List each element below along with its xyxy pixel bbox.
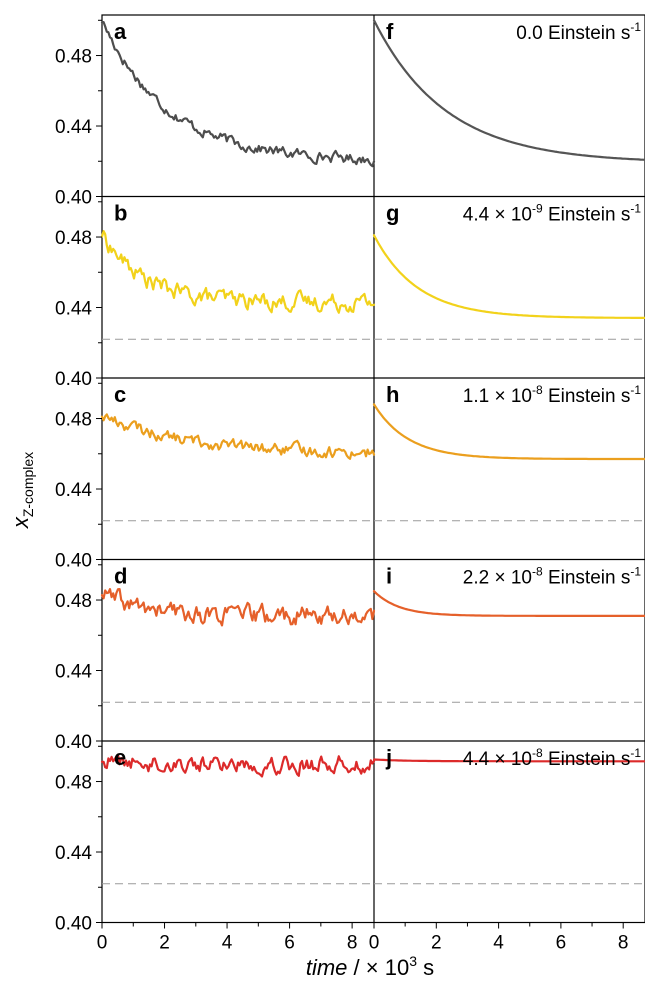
intensity-value: 4.4 × 10 xyxy=(463,749,532,770)
y-tick-label: 0.40 xyxy=(55,732,92,753)
x-axis-label-unit: s xyxy=(417,955,434,980)
series-line-e xyxy=(100,753,376,778)
y-tick-label: 0.48 xyxy=(55,773,92,794)
y-tick-label: 0.48 xyxy=(55,228,92,249)
x-axis-label-text: / × 10 xyxy=(347,955,409,980)
intensity-label-g: 4.4 × 10-9 Einstein s-1 xyxy=(463,202,642,226)
panel-letter-f: f xyxy=(386,19,394,44)
intensity-exponent: -9 xyxy=(532,202,543,216)
series-line-h xyxy=(372,403,645,461)
series-line-g xyxy=(372,234,645,319)
series-lines xyxy=(100,19,645,778)
x-tick-label: 2 xyxy=(159,933,170,954)
x-axis-label-variable: time xyxy=(306,955,348,980)
x-tick-label: 8 xyxy=(347,933,358,954)
panel-letter-h: h xyxy=(386,382,399,407)
intensity-unit-exponent: -1 xyxy=(630,20,641,34)
panel-letter-a: a xyxy=(114,19,127,44)
y-axis-label-main: x xyxy=(8,516,33,529)
y-tick-label: 0.40 xyxy=(55,551,92,572)
intensity-value: 1.1 × 10 xyxy=(463,386,532,407)
x-tick-label: 8 xyxy=(618,933,629,954)
y-tick-label: 0.40 xyxy=(55,369,92,390)
y-tick-label: 0.44 xyxy=(55,662,92,683)
intensity-label-h: 1.1 × 10-8 Einstein s-1 xyxy=(463,383,642,407)
x-tick-label: 0 xyxy=(369,933,380,954)
x-tick-label: 0 xyxy=(97,933,108,954)
axis-ticks: 0.40 0.44 0.48 0.40 0.44 0.48 0.40 0.44 0.48 0.40… xyxy=(55,19,629,954)
series-line-b xyxy=(100,230,376,314)
y-tick-label: 0.44 xyxy=(55,117,92,138)
intensity-exponent: -8 xyxy=(532,383,543,397)
panel-letter-j: j xyxy=(385,745,392,770)
y-tick-label: 0.40 xyxy=(55,914,92,935)
y-tick-label: 0.44 xyxy=(55,480,92,501)
intensity-label-f: 0.0 Einstein s-1 xyxy=(516,20,641,44)
panel-letter-e: e xyxy=(114,745,126,770)
panel-letter-b: b xyxy=(114,201,127,226)
intensity-unit: Einstein s xyxy=(543,749,631,770)
intensity-exponent: -8 xyxy=(532,746,543,760)
y-tick-label: 0.44 xyxy=(55,299,92,320)
x-tick-label: 6 xyxy=(284,933,295,954)
panel-letter-g: g xyxy=(386,201,399,226)
y-tick-label: 0.40 xyxy=(55,188,92,209)
series-line-f xyxy=(372,19,645,161)
intensity-unit-exponent: -1 xyxy=(630,746,641,760)
series-line-a xyxy=(100,21,376,168)
intensity-unit: Einstein s xyxy=(543,205,631,226)
x-tick-label: 2 xyxy=(431,933,442,954)
x-axis-label-superscript: 3 xyxy=(409,953,417,969)
intensity-unit: Einstein s xyxy=(543,386,631,407)
intensity-label-j: 4.4 × 10-8 Einstein s-1 xyxy=(463,746,642,770)
intensity-value: 2.2 × 10 xyxy=(463,568,532,589)
intensity-unit: Einstein s xyxy=(543,23,631,44)
intensity-unit-exponent: -1 xyxy=(630,383,641,397)
y-tick-label: 0.44 xyxy=(55,843,92,864)
series-line-j xyxy=(372,758,645,763)
intensity-unit-exponent: -1 xyxy=(630,202,641,216)
panel-letter-i: i xyxy=(386,564,392,589)
intensity-exponent: -8 xyxy=(532,565,543,579)
x-tick-label: 6 xyxy=(556,933,567,954)
x-axis-label: time / × 103 s xyxy=(306,953,434,980)
y-tick-label: 0.48 xyxy=(55,47,92,68)
intensity-unit-exponent: -1 xyxy=(630,565,641,579)
y-tick-label: 0.48 xyxy=(55,410,92,431)
series-line-i xyxy=(372,590,645,617)
y-axis-label: xZ-complex xyxy=(8,452,36,529)
intensity-value: 0.0 xyxy=(516,23,542,44)
y-axis-label-subscript: Z-complex xyxy=(20,452,36,517)
intensity-value: 4.4 × 10 xyxy=(463,205,532,226)
intensity-unit: Einstein s xyxy=(543,568,631,589)
series-line-c xyxy=(100,413,376,460)
reference-lines xyxy=(102,338,645,885)
intensity-label-i: 2.2 × 10-8 Einstein s-1 xyxy=(463,565,642,589)
series-line-d xyxy=(100,588,376,627)
panel-frames xyxy=(101,14,645,924)
panel-letter-d: d xyxy=(114,564,127,589)
x-tick-label: 4 xyxy=(493,933,504,954)
x-tick-label: 4 xyxy=(222,933,233,954)
panel-letter-c: c xyxy=(114,382,126,407)
y-tick-label: 0.48 xyxy=(55,591,92,612)
